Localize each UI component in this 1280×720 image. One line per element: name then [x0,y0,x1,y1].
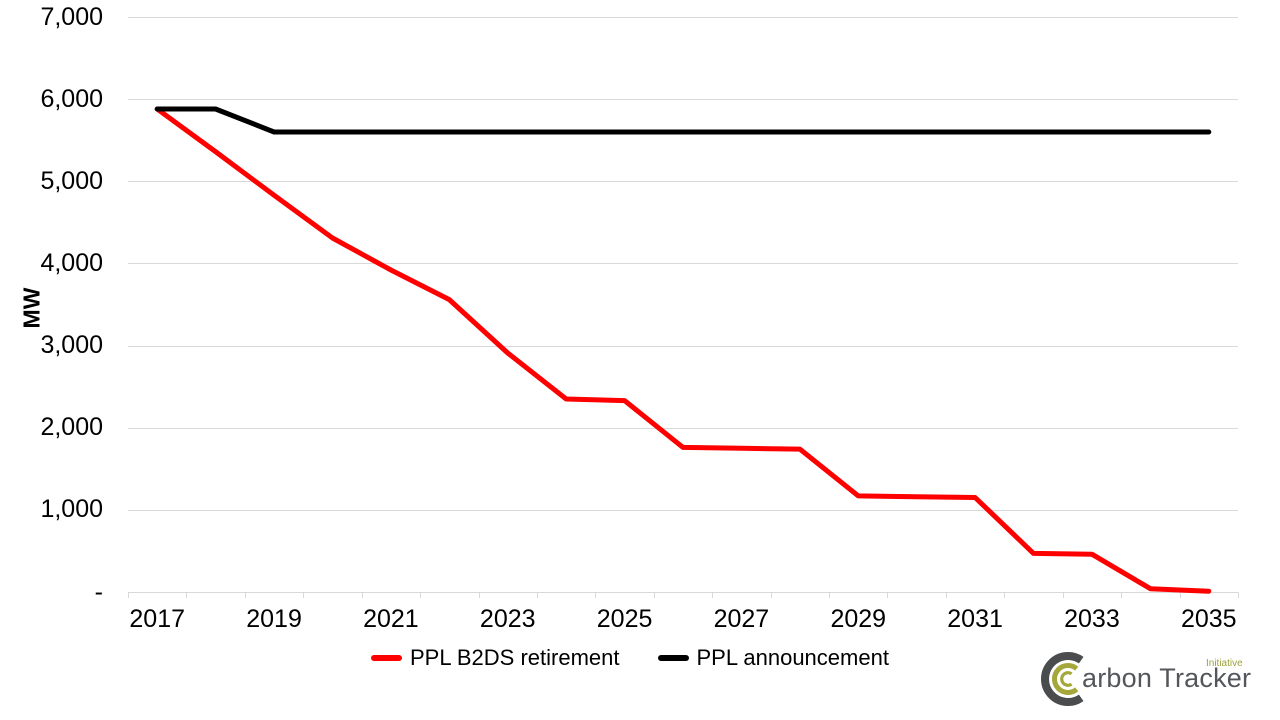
series-line-ppl-b2ds-retirement [154,106,1212,594]
y-tick-label: 3,000 [40,331,103,360]
x-tick-label: 2027 [713,605,770,633]
x-tick-label: 2023 [479,605,536,633]
legend-item-ppl-announcement: PPL announcement [657,645,889,671]
x-tick-label: 2021 [363,605,419,633]
legend-swatch-ppl-announcement [657,655,689,661]
x-tick-label: 2017 [129,605,186,633]
y-tick-label: 7,000 [40,2,103,31]
y-tick-label: 2,000 [40,413,103,442]
y-tick-label: 4,000 [40,248,103,277]
legend-swatch-ppl-b2ds-retirement [371,655,402,661]
x-tick-label: 2019 [246,605,302,633]
legend: PPL B2DS retirement PPL announcement [371,644,889,672]
y-tick-label: 1,000 [40,495,103,524]
y-axis-title: MW [18,287,45,329]
x-tick-label: 2035 [1180,605,1237,633]
legend-label: PPL announcement [696,645,889,670]
y-tick-label: 5,000 [40,166,103,195]
legend-item-ppl-b2ds-retirement: PPL B2DS retirement [371,645,620,671]
carbon-tracker-logo: arbon Tracker Initiative [1038,650,1258,714]
y-tick-label: 6,000 [40,84,103,113]
logo-brand-text: arbon Tracker [1082,663,1252,693]
x-tick-label: 2033 [1064,605,1120,633]
x-tick-label: 2025 [596,605,653,633]
y-tick-label: - [94,577,103,606]
legend-label: PPL B2DS retirement [410,645,620,670]
x-tick-label: 2031 [947,605,1003,633]
series-line-ppl-announcement [154,106,1212,135]
x-tick-label: 2029 [830,605,887,633]
carbon-tracker-logo-icon [1041,652,1084,706]
logo-initiative-text: Initiative [1206,658,1243,669]
